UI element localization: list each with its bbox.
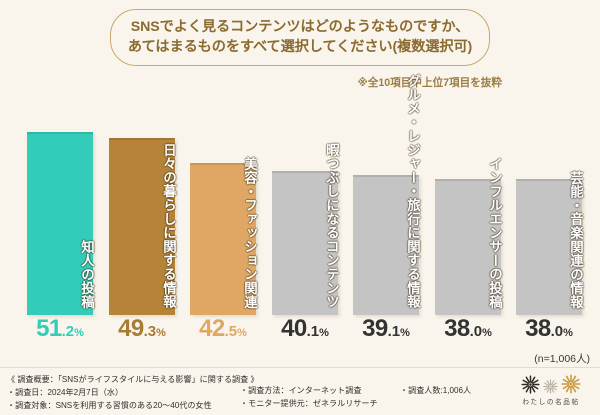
bar-label: 美容・ファッション関連	[242, 157, 257, 309]
footer-columns: 《 調査概要：「SNSがライフスタイルに与える影響」に関する調査 》 ・調査日：…	[0, 373, 600, 415]
survey-date-text: ・調査日：2024年2月7日（水）	[7, 388, 124, 398]
survey-target-text: ・調査対象：SNSを利用する習慣のある20〜40代の女性	[7, 401, 212, 411]
value-fraction: .2	[61, 323, 75, 340]
value-row: 51.2% 49.3% 42.5% 40.1% 39.1% 38.0% 38.0%	[0, 315, 600, 345]
bar-label: 日々の暮らしに関する情報	[161, 143, 176, 309]
value-whole: 51	[36, 315, 62, 342]
value-fraction: .1	[387, 323, 401, 340]
value-percent-sign: %	[400, 327, 410, 339]
monitor-source-text: ・モニター提供元：ゼネラルリサーチ	[240, 399, 378, 409]
bar-label: 知人の投稿	[79, 240, 94, 309]
starburst-gray-icon	[543, 379, 558, 394]
bar-value-label: 42.5%	[190, 315, 256, 343]
bar-label: インフルエンサーの投稿	[487, 157, 502, 309]
logo-marks	[510, 372, 592, 394]
value-fraction: .0	[469, 323, 483, 340]
bar-rect[interactable]	[353, 175, 419, 315]
bar-value-label: 38.0%	[435, 315, 501, 343]
value-fraction: .5	[224, 323, 238, 340]
bar-value-label: 39.1%	[353, 315, 419, 343]
value-percent-sign: %	[74, 327, 84, 339]
footer-column-middle: ・調査方法：インターネット調査 ・モニター提供元：ゼネラルリサーチ	[240, 384, 378, 410]
bar-chart: 知人の投稿 日々の暮らしに関する情報 美容・ファッション関連 暇つぶしになるコンテンツ…	[0, 74, 600, 315]
starburst-dark-icon	[521, 375, 540, 394]
bar-column[interactable]: 暇つぶしになるコンテンツ	[272, 100, 339, 315]
footer-column-left: 《 調査概要：「SNSがライフスタイルに与える影響」に関する調査 》 ・調査日：…	[7, 373, 259, 412]
bar-value-label: 49.3%	[109, 315, 175, 343]
respondent-count-text: ・調査人数:1,006人	[400, 386, 472, 395]
bar-rect[interactable]	[27, 132, 93, 315]
value-percent-sign: %	[319, 327, 329, 339]
bar-column[interactable]: 美容・ファッション関連	[190, 100, 257, 315]
value-percent-sign: %	[563, 327, 573, 339]
bar-rect[interactable]	[109, 138, 175, 315]
logo-text: わたしの名品帖	[522, 399, 580, 406]
value-fraction: .0	[550, 323, 564, 340]
value-whole: 39	[362, 315, 388, 342]
survey-method-text: ・調査方法：インターネット調査	[240, 386, 362, 395]
bar-value-label: 40.1%	[272, 315, 338, 343]
starburst-gold-icon	[561, 374, 581, 394]
footer-column-right: ・調査人数:1,006人	[400, 384, 471, 397]
page-title-line2: あてはまるものをすべて選択してください(複数選択可)	[127, 39, 473, 56]
bar-value-label: 38.0%	[516, 315, 582, 343]
bar-column[interactable]: 芸能・音楽関連の情報	[516, 100, 583, 315]
bar-rect[interactable]	[435, 179, 501, 315]
bar-column[interactable]: グルメ・レジャー・旅行に関する情報	[353, 74, 420, 315]
bar-rect[interactable]	[516, 179, 582, 315]
survey-overview-text: 《 調査概要：「SNSがライフスタイルに与える影響」に関する調査 》	[7, 375, 259, 384]
value-fraction: .1	[306, 323, 320, 340]
value-whole: 49	[118, 315, 144, 342]
value-whole: 38	[444, 315, 470, 342]
bar-column[interactable]: 知人の投稿	[27, 100, 94, 315]
bar-label: 芸能・音楽関連の情報	[568, 171, 583, 309]
header: SNSでよく見るコンテンツはどのようなものですか、 あてはまるものをすべて選択し…	[0, 0, 600, 90]
value-percent-sign: %	[482, 327, 492, 339]
value-whole: 40	[281, 315, 307, 342]
bar-column[interactable]: 日々の暮らしに関する情報	[109, 100, 176, 315]
sample-size-annotation: (n=1,006人)	[534, 353, 590, 365]
bar-value-label: 51.2%	[27, 315, 93, 343]
page-title-line1: SNSでよく見るコンテンツはどのようなものですか、	[130, 19, 470, 35]
bar-label: グルメ・レジャー・旅行に関する情報	[405, 74, 420, 309]
bar-column[interactable]: インフルエンサーの投稿	[435, 100, 502, 315]
footer: 《 調査概要：「SNSがライフスタイルに与える影響」に関する調査 》 ・調査日：…	[0, 367, 600, 415]
value-percent-sign: %	[237, 327, 247, 339]
subtitle-note: ※全10項目中上位7項目を抜粋	[357, 77, 502, 90]
value-whole: 38	[525, 315, 551, 342]
bar-label: 暇つぶしになるコンテンツ	[324, 143, 339, 309]
value-whole: 42	[199, 315, 225, 342]
title-box: SNSでよく見るコンテンツはどのようなものですか、 あてはまるものをすべて選択し…	[110, 9, 490, 67]
value-percent-sign: %	[156, 327, 166, 339]
brand-logo: わたしの名品帖	[510, 372, 592, 406]
value-fraction: .3	[143, 323, 157, 340]
bar-rect[interactable]	[190, 163, 256, 315]
bar-rect[interactable]	[272, 171, 338, 315]
